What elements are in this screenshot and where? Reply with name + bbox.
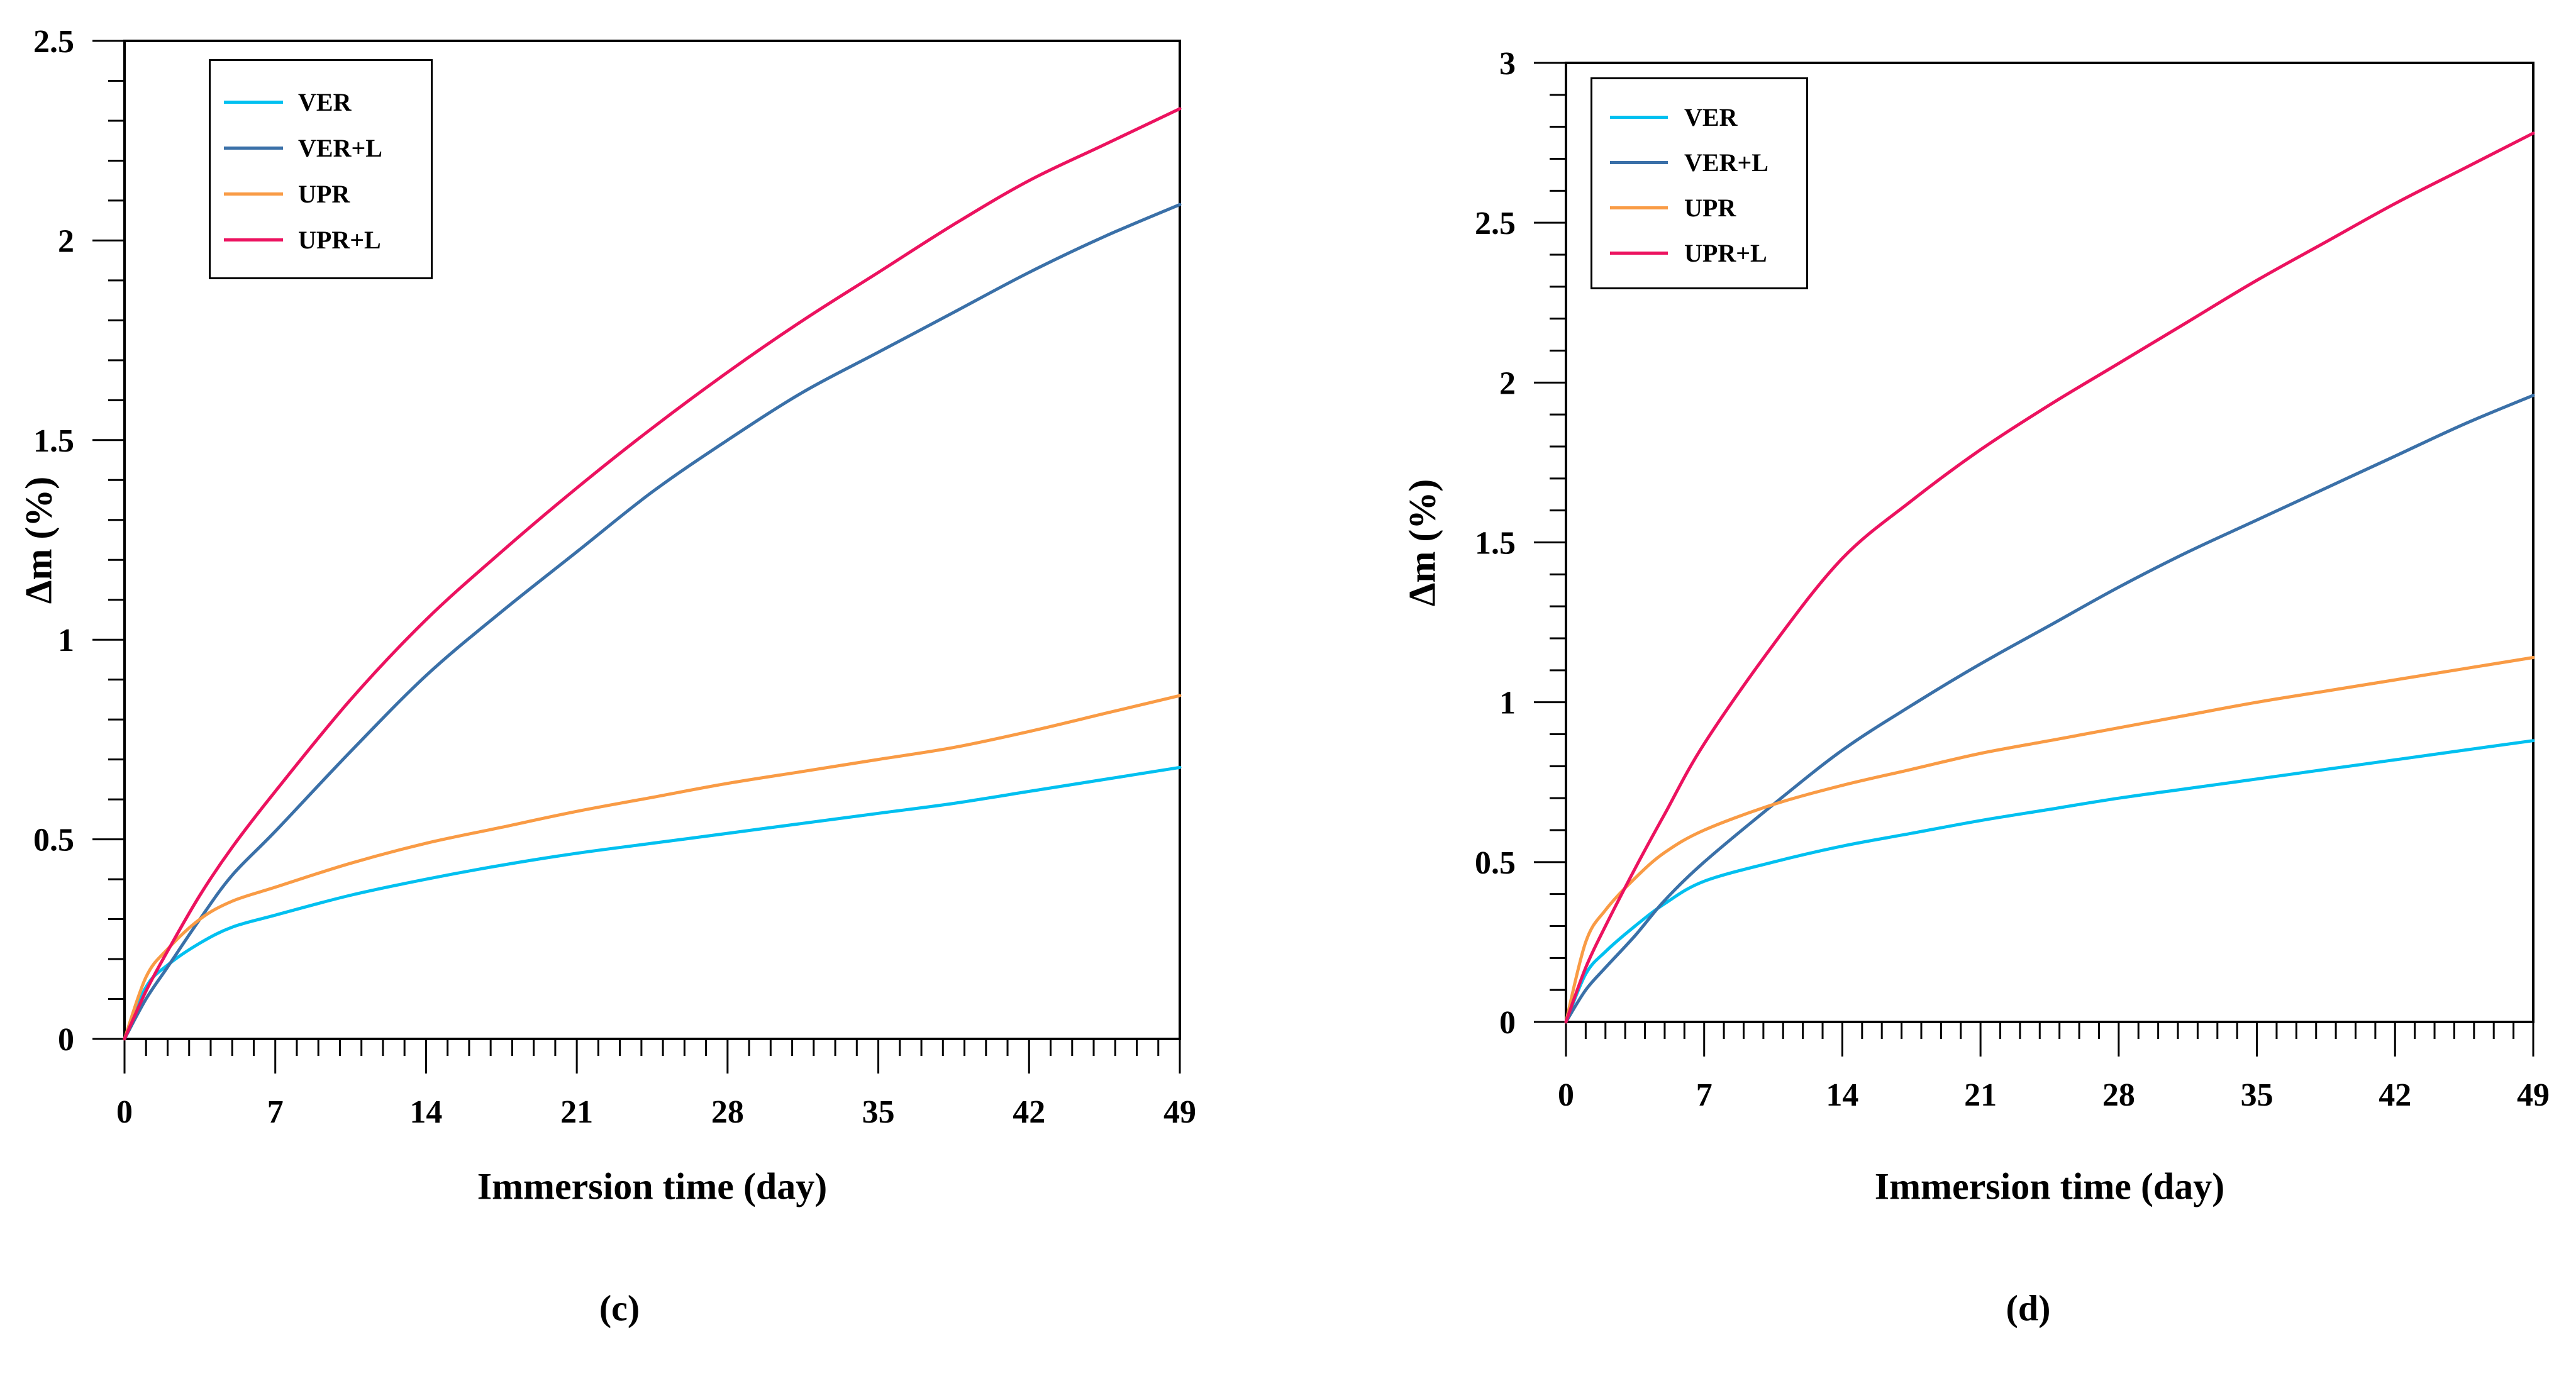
series-lines <box>123 107 1182 1041</box>
series-line-UPR+L <box>1564 131 2535 1024</box>
chart-c-legend: VER VER+L UPR UPR+L <box>209 59 433 279</box>
series-line-VER+L <box>1564 394 2535 1024</box>
chart-c-caption: (c) <box>599 1287 640 1329</box>
chart-d-legend: VER VER+L UPR UPR+L <box>1591 77 1808 289</box>
legend-line-swatch-VER+L <box>1610 161 1668 164</box>
series-line-UPR <box>123 694 1182 1041</box>
chart-d-y-axis-title: Δm (%) <box>1401 479 1443 606</box>
x-tick-label: 28 <box>2102 1077 2135 1113</box>
legend-line-swatch-UPR+L <box>1610 252 1668 255</box>
y-tick-label: 1 <box>58 623 74 658</box>
legend-line-swatch-UPR+L <box>224 238 283 241</box>
legend-label-VER+L: VER+L <box>298 134 382 162</box>
legend-label-UPR+L: UPR+L <box>1684 239 1767 267</box>
series-line-UPR <box>1564 656 2535 1024</box>
y-tick-label: 2 <box>1499 365 1516 401</box>
legend-label-UPR: UPR <box>298 180 350 208</box>
legend-line-swatch-UPR <box>1610 206 1668 209</box>
legend-label-VER: VER <box>1684 103 1738 131</box>
x-tick-label: 42 <box>1013 1094 1045 1130</box>
y-tick-label: 0.5 <box>1475 845 1516 881</box>
legend-line-swatch-UPR <box>224 192 283 196</box>
legend-item-VER: VER <box>211 79 431 125</box>
y-tick-label: 3 <box>1499 46 1516 82</box>
x-tick-label: 28 <box>711 1094 744 1130</box>
chart-d-caption: (d) <box>2006 1287 2051 1329</box>
x-tick-label: 49 <box>1163 1094 1196 1130</box>
x-tick-label: 7 <box>1696 1077 1713 1113</box>
x-tick-label: 49 <box>2517 1077 2550 1113</box>
legend-label-UPR: UPR <box>1684 194 1736 222</box>
legend-label-UPR+L: UPR+L <box>298 226 381 254</box>
x-tick-label: 35 <box>862 1094 895 1130</box>
chart-c-y-axis-title: Δm (%) <box>18 476 60 604</box>
x-tick-label: 14 <box>409 1094 442 1130</box>
legend-item-VER: VER <box>1592 95 1806 140</box>
axes: 0 7 14 21 28 35 42 49 0 0.5 1 1.5 2 2.5 <box>33 24 1196 1130</box>
legend-item-UPR+L: UPR+L <box>211 217 431 263</box>
legend-item-UPR: UPR <box>211 171 431 217</box>
chart-d-x-axis-title: Immersion time (day) <box>1874 1165 2225 1207</box>
y-tick-label: 0 <box>58 1022 74 1058</box>
x-tick-label: 14 <box>1826 1077 1858 1113</box>
legend-item-UPR: UPR <box>1592 186 1806 231</box>
y-tick-label: 0 <box>1499 1005 1516 1041</box>
x-tick-label: 0 <box>1558 1077 1574 1113</box>
x-tick-label: 0 <box>116 1094 133 1130</box>
legend-line-swatch-VER <box>224 101 283 104</box>
series-line-VER <box>1564 739 2535 1024</box>
legend-line-swatch-VER+L <box>224 147 283 150</box>
legend-item-UPR+L: UPR+L <box>1592 231 1806 276</box>
legend-line-swatch-VER <box>1610 116 1668 119</box>
x-tick-label: 21 <box>560 1094 593 1130</box>
y-tick-label: 1 <box>1499 685 1516 721</box>
y-tick-label: 2 <box>58 223 74 259</box>
axes: 0 7 14 21 28 35 42 49 0 0.5 1 1.5 2 2.5 3 <box>1475 46 2550 1113</box>
legend-item-VER+L: VER+L <box>211 125 431 171</box>
x-tick-label: 42 <box>2379 1077 2411 1113</box>
legend-label-VER+L: VER+L <box>1684 148 1768 177</box>
x-tick-label: 35 <box>2241 1077 2273 1113</box>
series-lines <box>1564 131 2535 1024</box>
legend-label-VER: VER <box>298 88 352 116</box>
legend-item-VER+L: VER+L <box>1592 140 1806 186</box>
y-tick-label: 2.5 <box>1475 206 1516 241</box>
x-tick-label: 7 <box>267 1094 284 1130</box>
y-tick-label: 2.5 <box>33 24 74 60</box>
y-tick-label: 1.5 <box>1475 526 1516 562</box>
series-line-VER+L <box>123 203 1182 1041</box>
y-tick-label: 0.5 <box>33 823 74 858</box>
chart-c-x-axis-title: Immersion time (day) <box>477 1165 828 1207</box>
x-tick-label: 21 <box>1964 1077 1997 1113</box>
plot-box <box>123 40 1181 1040</box>
series-line-UPR+L <box>123 107 1182 1041</box>
y-tick-label: 1.5 <box>33 423 74 459</box>
series-line-VER <box>123 765 1182 1041</box>
